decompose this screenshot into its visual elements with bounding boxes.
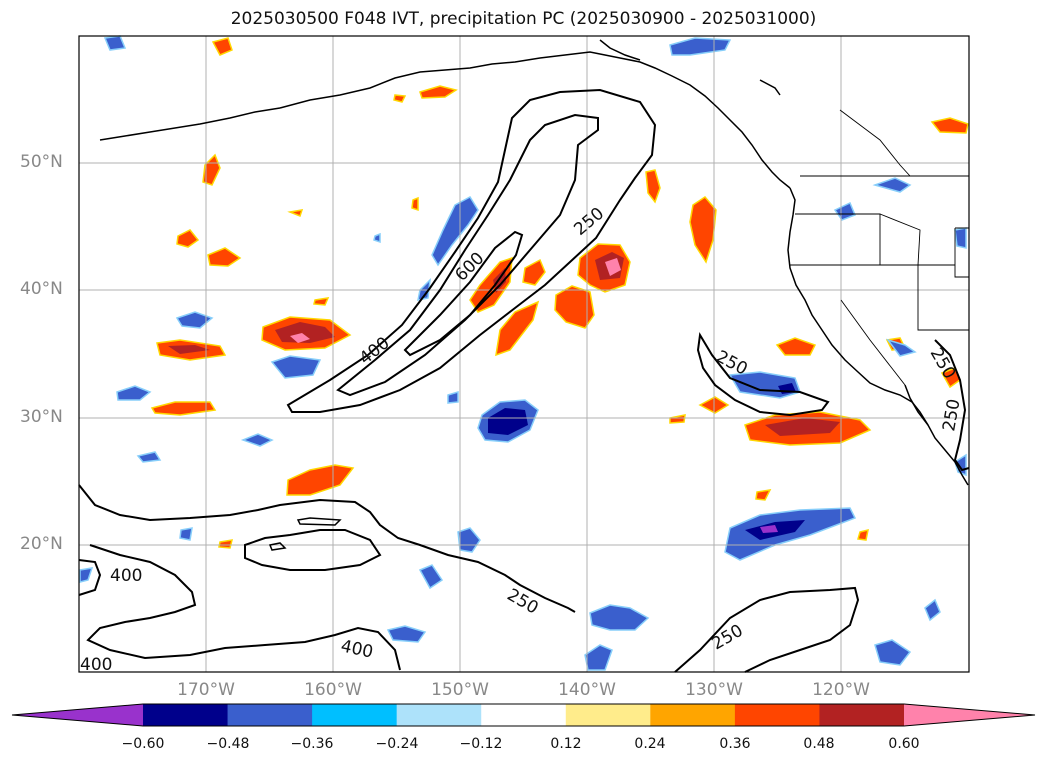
precip-positive-region: [495, 300, 540, 357]
precip-negative-region: [874, 639, 912, 666]
precip-positive-region: [313, 297, 330, 306]
colorbar-segment: [143, 704, 229, 726]
precip-strong-positive: [765, 418, 840, 436]
precip-extreme-positive: [290, 333, 310, 343]
precip-strong-positive: [168, 345, 210, 354]
colorbar-tick: −0.24: [375, 736, 419, 752]
colorbar-tick: 0.36: [719, 736, 751, 752]
contour-label-400: 400: [110, 566, 142, 586]
colorbar-tick: 0.12: [550, 736, 582, 752]
precip-extreme-positive: [605, 258, 621, 276]
colorbar-segment: [312, 704, 398, 726]
precip-negative-region: [589, 604, 650, 631]
graticule: [79, 36, 969, 672]
precip-positive-region: [775, 337, 817, 356]
precip-positive-region: [150, 401, 217, 416]
precip-negative-region: [79, 567, 94, 583]
colorbar-extend-low: [12, 704, 143, 726]
precip-positive-region: [411, 196, 419, 212]
contour-label-400: 400: [80, 655, 112, 675]
precip-positive-region: [176, 229, 200, 248]
lon-label-150w: 150°W: [431, 680, 489, 700]
colorbar-segment: [734, 704, 820, 726]
precip-positive-region: [211, 37, 233, 56]
precip-negative-region: [886, 338, 917, 357]
precip-positive-region: [218, 539, 234, 549]
precip-negative-region: [179, 527, 193, 541]
precip-negative-region: [872, 177, 912, 193]
precip-negative-region: [833, 201, 856, 221]
lat-label-50n: 50°N: [20, 152, 63, 172]
precip-negative-region: [418, 564, 444, 590]
colorbar-tick: −0.60: [121, 736, 165, 752]
precip-negative-region: [116, 385, 152, 401]
precip-strong-positive: [275, 322, 335, 343]
precip-anomaly-shading: [79, 35, 969, 671]
coastlines: [99, 39, 969, 551]
precip-negative-region: [373, 232, 381, 244]
colorbar-extend-high: [904, 704, 1035, 726]
precip-negative-region: [386, 625, 427, 643]
colorbar-outline: [11, 703, 1036, 727]
precip-negative-region: [136, 451, 162, 463]
precip-negative-region: [240, 433, 274, 447]
lon-label-140w: 140°W: [558, 680, 616, 700]
lon-label-120w: 120°W: [812, 680, 870, 700]
colorbar-tick: −0.12: [459, 736, 503, 752]
precip-positive-region: [287, 209, 304, 217]
map-title: 2025030500 F048 IVT, precipitation PC (2…: [230, 9, 817, 29]
precip-negative-region: [954, 227, 967, 249]
lat-label-30n: 30°N: [20, 407, 63, 427]
colorbar-tick: −0.36: [290, 736, 334, 752]
precip-negative-region: [103, 35, 127, 51]
lon-label-170w: 170°W: [177, 680, 235, 700]
precip-negative-region: [924, 598, 941, 622]
lat-label-40n: 40°N: [20, 279, 63, 299]
precip-negative-region: [447, 390, 459, 404]
colorbar-tick: 0.48: [803, 736, 835, 752]
ivt-contours: [78, 88, 970, 673]
precip-positive-region: [522, 258, 546, 286]
colorbar-segment: [819, 704, 905, 726]
precip-negative-region: [669, 37, 732, 56]
precip-positive-region: [645, 169, 661, 204]
precip-positive-region: [669, 414, 686, 424]
precip-positive-region: [755, 489, 772, 501]
colorbar-tick: 0.24: [634, 736, 666, 752]
colorbar: [11, 703, 1036, 727]
lon-label-160w: 160°W: [304, 680, 362, 700]
colorbar-tick: 0.60: [888, 736, 920, 752]
precip-strong-negative: [488, 408, 528, 435]
colorbar-segment: [396, 704, 482, 726]
map-frame: [78, 35, 970, 673]
colorbar-segment: [481, 704, 567, 726]
lat-label-20n: 20°N: [20, 534, 63, 554]
precip-positive-region: [286, 464, 355, 496]
precip-negative-region: [270, 355, 322, 379]
colorbar-segment: [227, 704, 313, 726]
precip-extreme-negative: [760, 525, 778, 533]
precip-positive-region: [207, 247, 242, 267]
colorbar-segment: [565, 704, 651, 726]
colorbar-tick: −0.48: [206, 736, 250, 752]
lon-label-130w: 130°W: [685, 680, 743, 700]
precip-positive-region: [857, 528, 869, 541]
precip-positive-region: [554, 285, 595, 329]
colorbar-segment: [650, 704, 736, 726]
precip-negative-region: [724, 507, 857, 561]
precip-positive-region: [930, 117, 969, 134]
state-borders: [790, 109, 969, 386]
precip-positive-region: [689, 196, 717, 264]
precip-positive-region: [419, 85, 458, 99]
precip-positive-region: [393, 94, 407, 103]
